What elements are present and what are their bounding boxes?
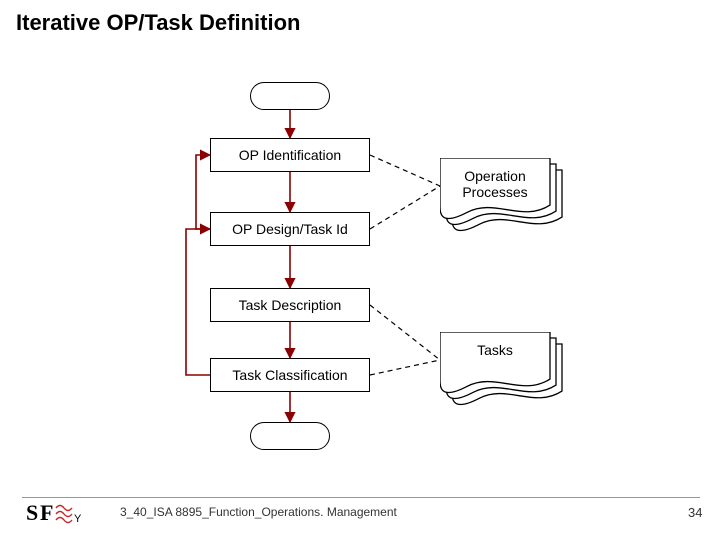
process-p3: Task Description <box>210 288 370 322</box>
page-number: 34 <box>688 505 702 520</box>
svg-text:S: S <box>26 500 38 525</box>
svg-text:F: F <box>40 500 53 525</box>
process-label: OP Design/Task Id <box>232 221 348 237</box>
process-p2: OP Design/Task Id <box>210 212 370 246</box>
dashed-connector <box>370 186 440 229</box>
document-d2: Tasks <box>440 332 562 410</box>
dashed-connector <box>370 155 440 186</box>
process-p1: OP Identification <box>210 138 370 172</box>
slide-title: Iterative OP/Task Definition <box>16 10 300 36</box>
document-label: Operation Processes <box>440 168 550 200</box>
terminator-start <box>250 82 330 110</box>
brand-logo: SF Y <box>26 500 86 528</box>
document-label: Tasks <box>440 342 550 358</box>
terminator-end <box>250 422 330 450</box>
dashed-connector <box>370 305 440 360</box>
footer-rule <box>22 497 700 498</box>
process-p4: Task Classification <box>210 358 370 392</box>
dashed-connector <box>370 360 440 375</box>
svg-text:Y: Y <box>74 513 82 525</box>
process-label: OP Identification <box>239 147 341 163</box>
footer-text: 3_40_ISA 8895_Function_Operations. Manag… <box>120 505 397 519</box>
feedback-arrow <box>196 155 210 229</box>
process-label: Task Description <box>239 297 342 313</box>
process-label: Task Classification <box>232 367 347 383</box>
feedback-arrow <box>186 229 210 375</box>
connector-layer <box>0 0 720 540</box>
document-d1: Operation Processes <box>440 158 562 236</box>
